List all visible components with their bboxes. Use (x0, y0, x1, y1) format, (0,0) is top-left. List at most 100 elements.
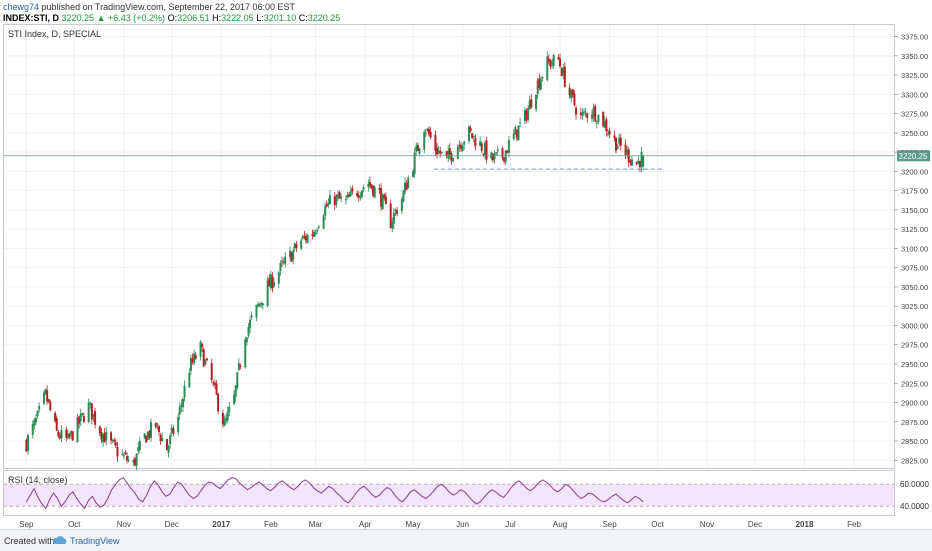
candle-body (359, 195, 362, 199)
x-tick-label: Sep (19, 520, 34, 529)
candle-body (496, 149, 499, 152)
candle-body (571, 89, 574, 96)
candle-body (289, 250, 292, 257)
candle-body (54, 413, 57, 421)
candle-body (38, 406, 41, 410)
y-tick-label: 2950.00 (901, 360, 928, 369)
candle-body (247, 327, 250, 336)
candle-body (284, 256, 287, 264)
candle-body (357, 195, 360, 198)
candle-body (36, 410, 39, 417)
candle-body (562, 67, 565, 75)
x-tick-label: Dec (165, 520, 179, 529)
price-axis[interactable]: 3375.00 3350.00 3325.00 3300.00 3275.00 3250.… (894, 33, 928, 466)
candle-body (392, 212, 395, 224)
candle-body (249, 319, 252, 328)
y-tick-label: 3250.00 (901, 129, 928, 138)
candle-body (362, 187, 365, 190)
y-tick-label: 3275.00 (901, 110, 928, 119)
candle-body (304, 235, 307, 241)
y-tick-label: 2850.00 (901, 437, 928, 446)
candle-body (426, 128, 429, 131)
candle-body (191, 358, 194, 362)
candle-body (463, 141, 466, 145)
candle-body (300, 240, 303, 249)
candle-body (541, 76, 544, 79)
candle-body (552, 54, 555, 67)
candle-body (568, 87, 571, 96)
candle-body (261, 303, 264, 306)
y-tick-label: 3150.00 (901, 206, 928, 215)
candle-body (189, 358, 192, 371)
candle-body (336, 194, 339, 198)
candle-body (258, 303, 261, 307)
author-link[interactable]: chewg74 (3, 2, 40, 12)
candle-body (490, 152, 493, 159)
candle-body (351, 188, 354, 192)
rsi-tick-40: 40.0000 (900, 502, 929, 511)
x-tick-label: Mar (309, 520, 323, 529)
candle-body (570, 89, 573, 99)
candle-body (316, 230, 319, 232)
time-axis[interactable]: Sep Oct Nov Dec 2017 Feb Mar Apr May Jun Jul Aug Sep… (19, 520, 861, 529)
y-tick-label: 3050.00 (901, 283, 928, 292)
ohlc-line: INDEX:STI, D 3220.25 ▲ +6.43 (+0.2%) O:3… (3, 13, 340, 24)
candle-body (127, 459, 130, 461)
x-tick-label: Feb (847, 520, 861, 529)
candle-body (226, 411, 229, 421)
chart-area[interactable]: 3375.00 3350.00 3325.00 3300.00 3275.00 3250.… (0, 24, 932, 529)
candle-body (423, 131, 426, 150)
candle-body (70, 430, 73, 435)
x-tick-label: Oct (651, 520, 664, 529)
candle-body (480, 143, 483, 151)
candle-body (170, 427, 173, 434)
candle-body (491, 153, 494, 161)
published-text: published on TradingView.com, September … (41, 2, 296, 12)
candle-body (250, 315, 253, 318)
candle-body (239, 366, 242, 368)
candle-body (605, 119, 608, 132)
candle-body (356, 193, 359, 196)
candle-body (629, 160, 632, 163)
candle-body (583, 111, 586, 113)
candle-body (384, 196, 387, 205)
candle-body (527, 108, 530, 120)
rsi-tick-60: 60.0000 (900, 480, 929, 489)
candle-body (47, 399, 50, 402)
y-tick-label: 3300.00 (901, 90, 928, 99)
candle-body (370, 184, 373, 188)
candle-body (167, 445, 170, 453)
candle-body (295, 244, 298, 249)
candle-body (228, 406, 231, 412)
candle-body (58, 435, 61, 439)
candle-body (55, 418, 58, 431)
candle-body (113, 439, 116, 442)
candle-body (76, 417, 79, 443)
candle-body (597, 114, 600, 123)
candle-body (467, 126, 470, 142)
high-value: 3222.05 (221, 13, 254, 23)
tradingview-brand-link[interactable]: TradingView (70, 536, 120, 546)
candle-body (215, 383, 218, 395)
candle-body (459, 144, 462, 149)
candle-body (429, 131, 432, 138)
candle-body (619, 137, 622, 146)
candle-body (42, 392, 45, 404)
candle-body (100, 431, 103, 440)
price-tag-text: 3220.25 (899, 152, 928, 161)
candle-body (322, 216, 325, 229)
candle-body (328, 195, 331, 205)
rsi-band (4, 484, 894, 507)
candle-body (504, 150, 507, 163)
candle-body (138, 440, 141, 451)
candle-body (483, 143, 486, 157)
low-label: L: (256, 13, 264, 23)
candle-body (271, 276, 274, 289)
tradingview-cloud-icon (52, 536, 67, 544)
candle-body (549, 60, 552, 67)
y-tick-label: 3175.00 (901, 187, 928, 196)
candle-body (546, 56, 549, 80)
candle-body (44, 389, 47, 394)
candle-body (68, 434, 71, 437)
candle-body (618, 137, 621, 144)
